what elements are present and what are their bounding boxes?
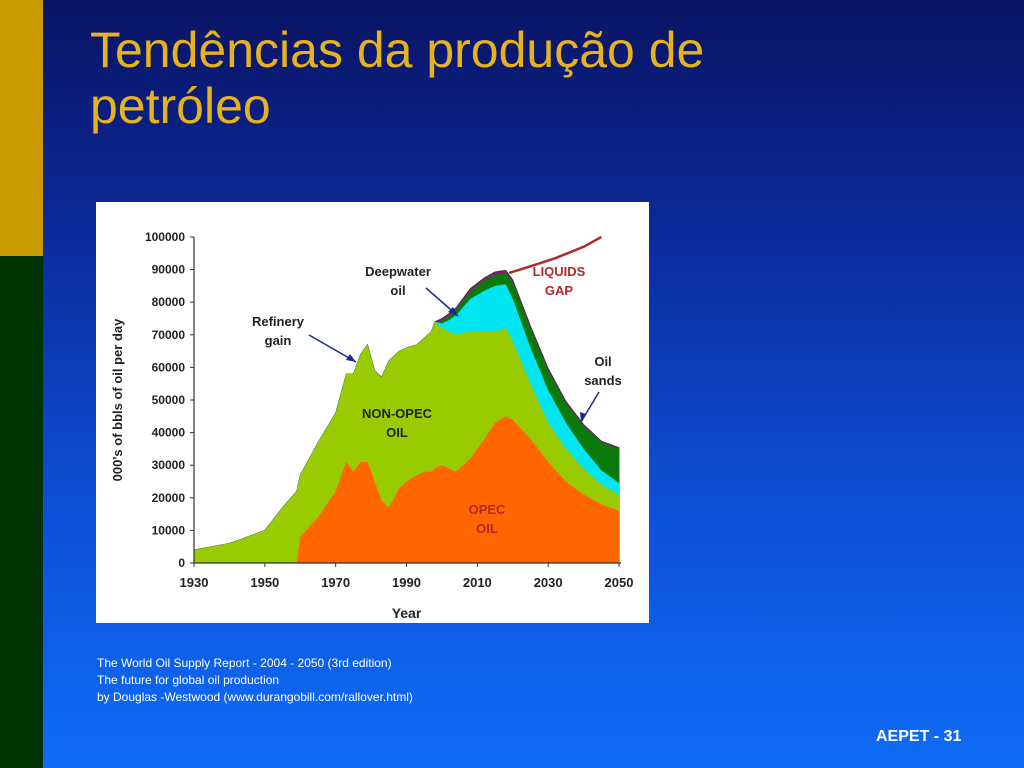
refinery-gain-label-line: Refinery	[252, 314, 305, 329]
refinery-gain-label: Refinery gain	[252, 314, 305, 348]
opec-label: OPEC OIL	[469, 502, 506, 536]
y-tick-label: 60000	[152, 360, 186, 374]
y-tick-label: 20000	[152, 491, 186, 505]
oil-sands-arrowhead	[580, 412, 586, 422]
y-tick-label: 80000	[152, 295, 186, 309]
x-tick-label: 1970	[321, 575, 350, 590]
non-opec-label-line: OIL	[386, 425, 408, 440]
caption-line: The World Oil Supply Report - 2004 - 205…	[97, 656, 392, 670]
chart-svg: 0 10000 20000 30000 40000 50000 60000 70000 8000…	[110, 230, 634, 621]
deepwater-label: Deepwater oil	[365, 264, 431, 298]
x-tick-label: 1990	[392, 575, 421, 590]
y-tick-label: 0	[178, 556, 185, 570]
x-tick-label: 1950	[250, 575, 279, 590]
oil-production-chart: 0 10000 20000 30000 40000 50000 60000 70000 8000…	[96, 202, 649, 623]
slide-title: Tendências da produção de petróleo	[90, 22, 705, 134]
liquids-gap-label: LIQUIDS GAP	[533, 264, 586, 298]
liquids-gap-label-line: GAP	[545, 283, 574, 298]
x-tick-label: 2010	[463, 575, 492, 590]
refinery-gain-label-line: gain	[265, 333, 292, 348]
non-opec-label-line: NON-OPEC	[362, 406, 433, 421]
x-tick-label: 2050	[605, 575, 634, 590]
opec-label-line: OIL	[476, 521, 498, 536]
oil-sands-label: Oil sands	[584, 354, 622, 388]
y-tick-label: 10000	[152, 523, 186, 537]
x-tick-label: 1930	[180, 575, 209, 590]
green-side-bar	[0, 256, 43, 768]
oil-sands-label-line: sands	[584, 373, 622, 388]
y-tick-label: 50000	[152, 393, 186, 407]
oil-sands-label-line: Oil	[594, 354, 611, 369]
y-tick-label: 70000	[152, 328, 186, 342]
liquids-gap-line	[508, 235, 602, 275]
liquids-gap-label-line: LIQUIDS	[533, 264, 586, 279]
x-axis-label: Year	[392, 605, 422, 621]
slide-footer: AEPET - 31	[876, 728, 962, 745]
opec-label-line: OPEC	[469, 502, 506, 517]
refinery-gain-arrowhead	[346, 354, 356, 362]
non-opec-label: NON-OPEC OIL	[362, 406, 433, 440]
y-tick-label: 30000	[152, 458, 186, 472]
gold-side-bar	[0, 0, 43, 256]
caption-line: by Douglas -Westwood (www.durangobill.co…	[97, 690, 413, 704]
deepwater-label-line: Deepwater	[365, 264, 431, 279]
y-tick-label: 90000	[152, 263, 186, 277]
top-stripe	[43, 0, 1024, 14]
y-axis-label: 000's of bbls of oil per day	[110, 318, 125, 482]
area-opec-oil	[194, 416, 619, 563]
source-caption: The World Oil Supply Report - 2004 - 205…	[97, 655, 413, 706]
y-tick-label: 100000	[145, 230, 185, 244]
y-tick-label: 40000	[152, 426, 186, 440]
deepwater-arrowhead	[448, 307, 458, 316]
caption-line: The future for global oil production	[97, 673, 280, 687]
x-tick-label: 2030	[534, 575, 563, 590]
deepwater-label-line: oil	[390, 283, 405, 298]
